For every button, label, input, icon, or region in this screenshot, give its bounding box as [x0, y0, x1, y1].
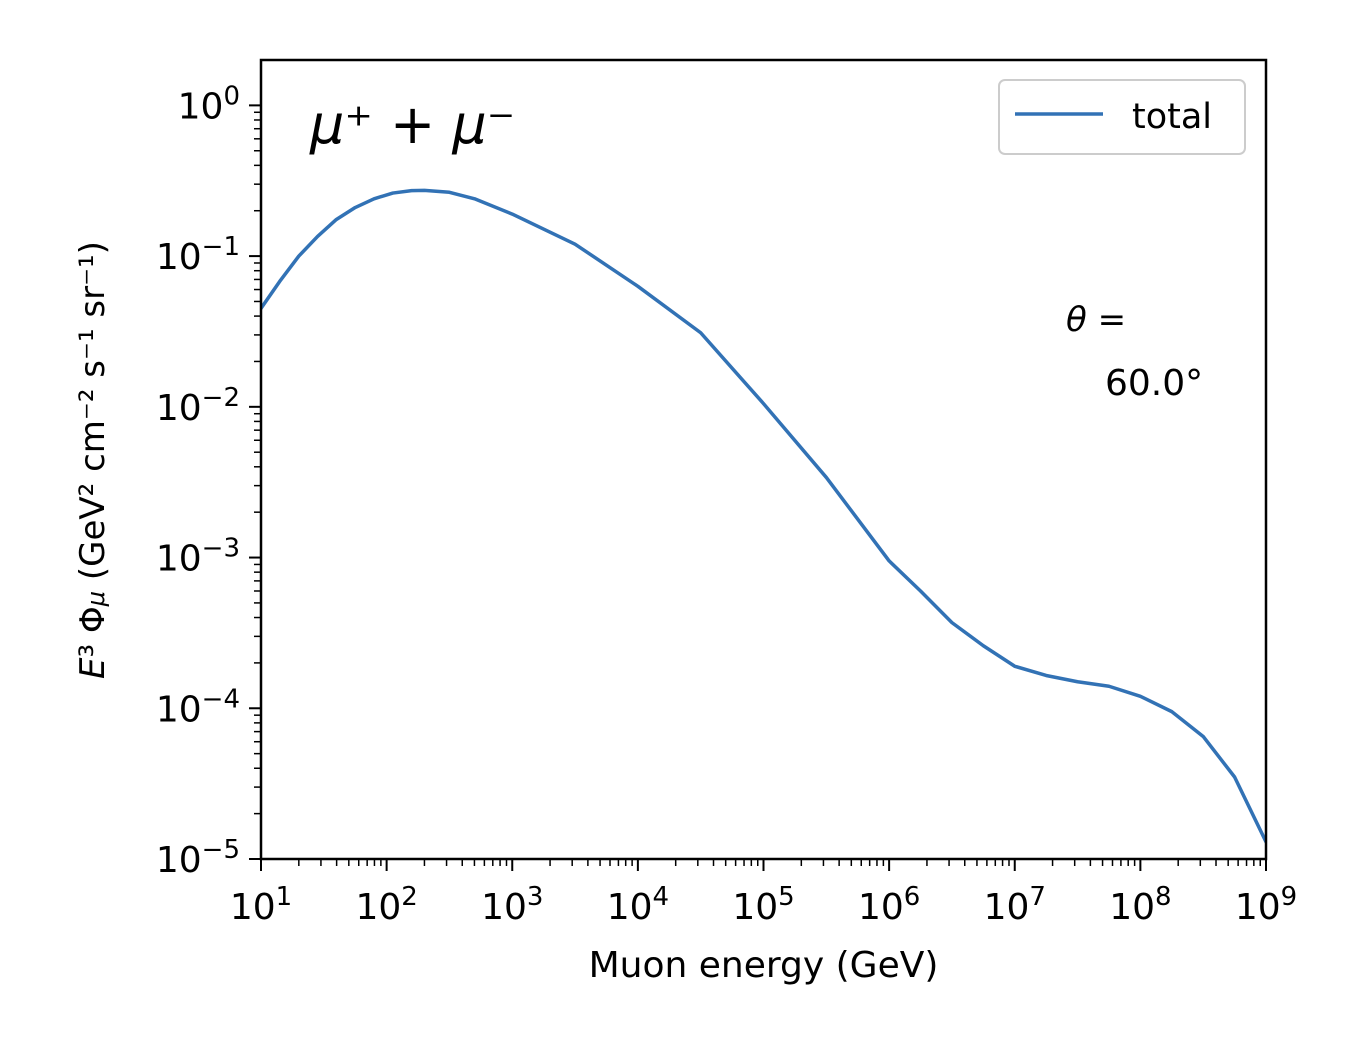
y-tick-label: 10−2 — [156, 383, 240, 429]
x-tick-label: 107 — [984, 882, 1046, 928]
legend-box — [998, 79, 1246, 155]
x-tick-label: 102 — [355, 882, 417, 928]
angle-annotation: θ = 60.0° — [1066, 300, 1203, 404]
panel-label: μ⁺ + μ⁻ — [309, 93, 515, 156]
angle-annotation-label: θ = — [1066, 300, 1126, 340]
x-tick-label: 105 — [732, 882, 794, 928]
y-tick-label: 10−3 — [156, 534, 240, 580]
angle-annotation-value: 60.0° — [1105, 363, 1203, 404]
x-tick-label: 101 — [230, 882, 292, 928]
x-tick-label: 104 — [607, 882, 669, 928]
series-line-total — [261, 188, 1266, 844]
legend: total — [998, 79, 1246, 155]
y-tick-label: 10−5 — [156, 835, 240, 881]
y-tick-label: 10−1 — [156, 232, 240, 278]
x-tick-label: 109 — [1235, 882, 1297, 928]
x-tick-label: 103 — [481, 882, 543, 928]
x-tick-label: 108 — [1109, 882, 1171, 928]
legend-label-total: total — [1132, 97, 1212, 137]
y-tick-label: 100 — [178, 81, 240, 127]
plot-frame — [259, 58, 1268, 861]
x-tick-label: 106 — [858, 882, 920, 928]
y-axis-label: E³ Φμ (GeV² cm⁻² s⁻¹ sr⁻¹) — [73, 241, 113, 679]
x-axis-label: Muon energy (GeV) — [589, 945, 939, 986]
plot-layer: 101 102 103 104 105 106 107 108 109 10−5 10−4 10−3 1… — [156, 58, 1297, 928]
y-tick-label: 10−4 — [156, 684, 240, 730]
